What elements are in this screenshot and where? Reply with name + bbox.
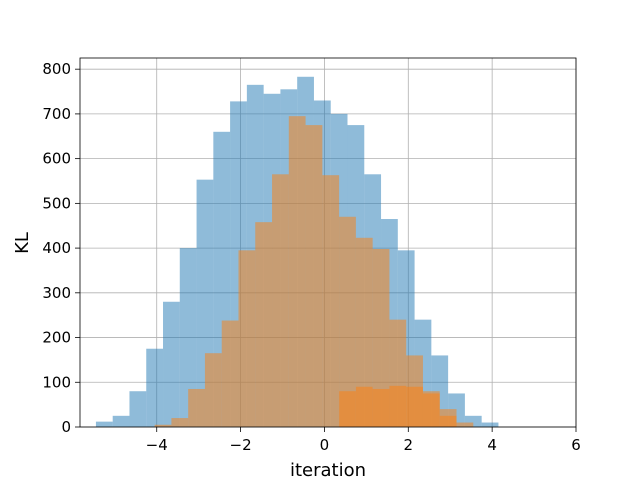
histogram-bar (355, 386, 373, 427)
histogram-bar (171, 418, 189, 427)
histogram-bar (129, 391, 147, 427)
histogram-bar (305, 125, 323, 427)
histogram-bar (406, 386, 423, 427)
histogram-bar (439, 409, 457, 427)
histogram-bar (481, 422, 499, 427)
x-tick-label: 0 (320, 436, 330, 454)
y-tick-label: 500 (42, 194, 71, 212)
histogram-bar (422, 391, 440, 427)
histogram-bar (355, 237, 373, 427)
histogram-bar (146, 348, 164, 427)
histogram-bar (238, 250, 256, 427)
y-tick-label: 200 (42, 329, 71, 347)
y-tick-label: 700 (42, 105, 71, 123)
y-tick-label: 300 (42, 284, 71, 302)
y-tick-label: 100 (42, 373, 71, 391)
x-tick-label: −2 (230, 436, 252, 454)
histogram-bar (204, 353, 222, 427)
histogram-bar (163, 301, 180, 427)
x-tick-label: 6 (571, 436, 581, 454)
histogram-bar (322, 175, 340, 427)
plot-frame (79, 57, 577, 428)
histogram-bar (112, 415, 130, 427)
y-tick-label: 600 (42, 150, 71, 168)
y-tick-label: 0 (61, 418, 71, 436)
histogram-bar (221, 320, 239, 427)
histogram-bar (456, 422, 474, 427)
histogram-bar (272, 174, 289, 427)
histogram-bar (372, 248, 390, 427)
histogram-bar (255, 222, 273, 427)
histogram-bar (372, 388, 390, 427)
histogram-bar (95, 421, 113, 427)
bars-layer (95, 76, 499, 428)
x-tick-label: −4 (146, 436, 168, 454)
histogram-bar (389, 385, 407, 427)
histogram-bar (339, 216, 356, 427)
x-tick-label: 4 (487, 436, 497, 454)
x-axis-label: iteration (290, 460, 366, 480)
histogram-bar (339, 391, 356, 427)
y-axis-label: KL (12, 232, 33, 254)
histogram-bar (179, 248, 197, 427)
y-tick-label: 800 (42, 60, 71, 78)
histogram-bar (288, 116, 306, 428)
histogram-bar (188, 388, 205, 427)
x-tick-label: 2 (404, 436, 414, 454)
histogram-bar (154, 424, 172, 427)
y-tick-label: 400 (42, 239, 71, 257)
ticks-layer: −4 −2 0 2 4 6 0 100 200 300 400 500 600 700 800 (42, 60, 580, 454)
histogram-bar (464, 415, 482, 427)
